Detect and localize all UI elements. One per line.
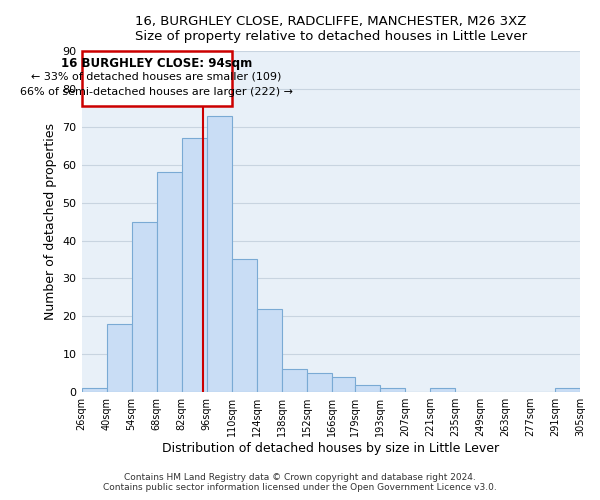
Bar [355, 384, 380, 392]
Bar [107, 324, 131, 392]
Bar [555, 388, 580, 392]
X-axis label: Distribution of detached houses by size in Little Lever: Distribution of detached houses by size … [162, 442, 499, 455]
Bar [307, 373, 332, 392]
Text: 66% of semi-detached houses are larger (222) →: 66% of semi-detached houses are larger (… [20, 87, 293, 97]
Text: 16 BURGHLEY CLOSE: 94sqm: 16 BURGHLEY CLOSE: 94sqm [61, 56, 252, 70]
Bar [257, 308, 281, 392]
Bar [232, 260, 257, 392]
Bar [380, 388, 405, 392]
Bar [281, 370, 307, 392]
Bar [430, 388, 455, 392]
Text: ← 33% of detached houses are smaller (109): ← 33% of detached houses are smaller (10… [31, 72, 282, 82]
Bar [157, 172, 182, 392]
Bar [82, 388, 107, 392]
Bar [206, 116, 232, 392]
FancyBboxPatch shape [82, 51, 232, 106]
Text: Contains HM Land Registry data © Crown copyright and database right 2024.
Contai: Contains HM Land Registry data © Crown c… [103, 473, 497, 492]
Title: 16, BURGHLEY CLOSE, RADCLIFFE, MANCHESTER, M26 3XZ
Size of property relative to : 16, BURGHLEY CLOSE, RADCLIFFE, MANCHESTE… [134, 15, 527, 43]
Bar [131, 222, 157, 392]
Bar [332, 377, 355, 392]
Y-axis label: Number of detached properties: Number of detached properties [44, 123, 57, 320]
Bar [182, 138, 206, 392]
